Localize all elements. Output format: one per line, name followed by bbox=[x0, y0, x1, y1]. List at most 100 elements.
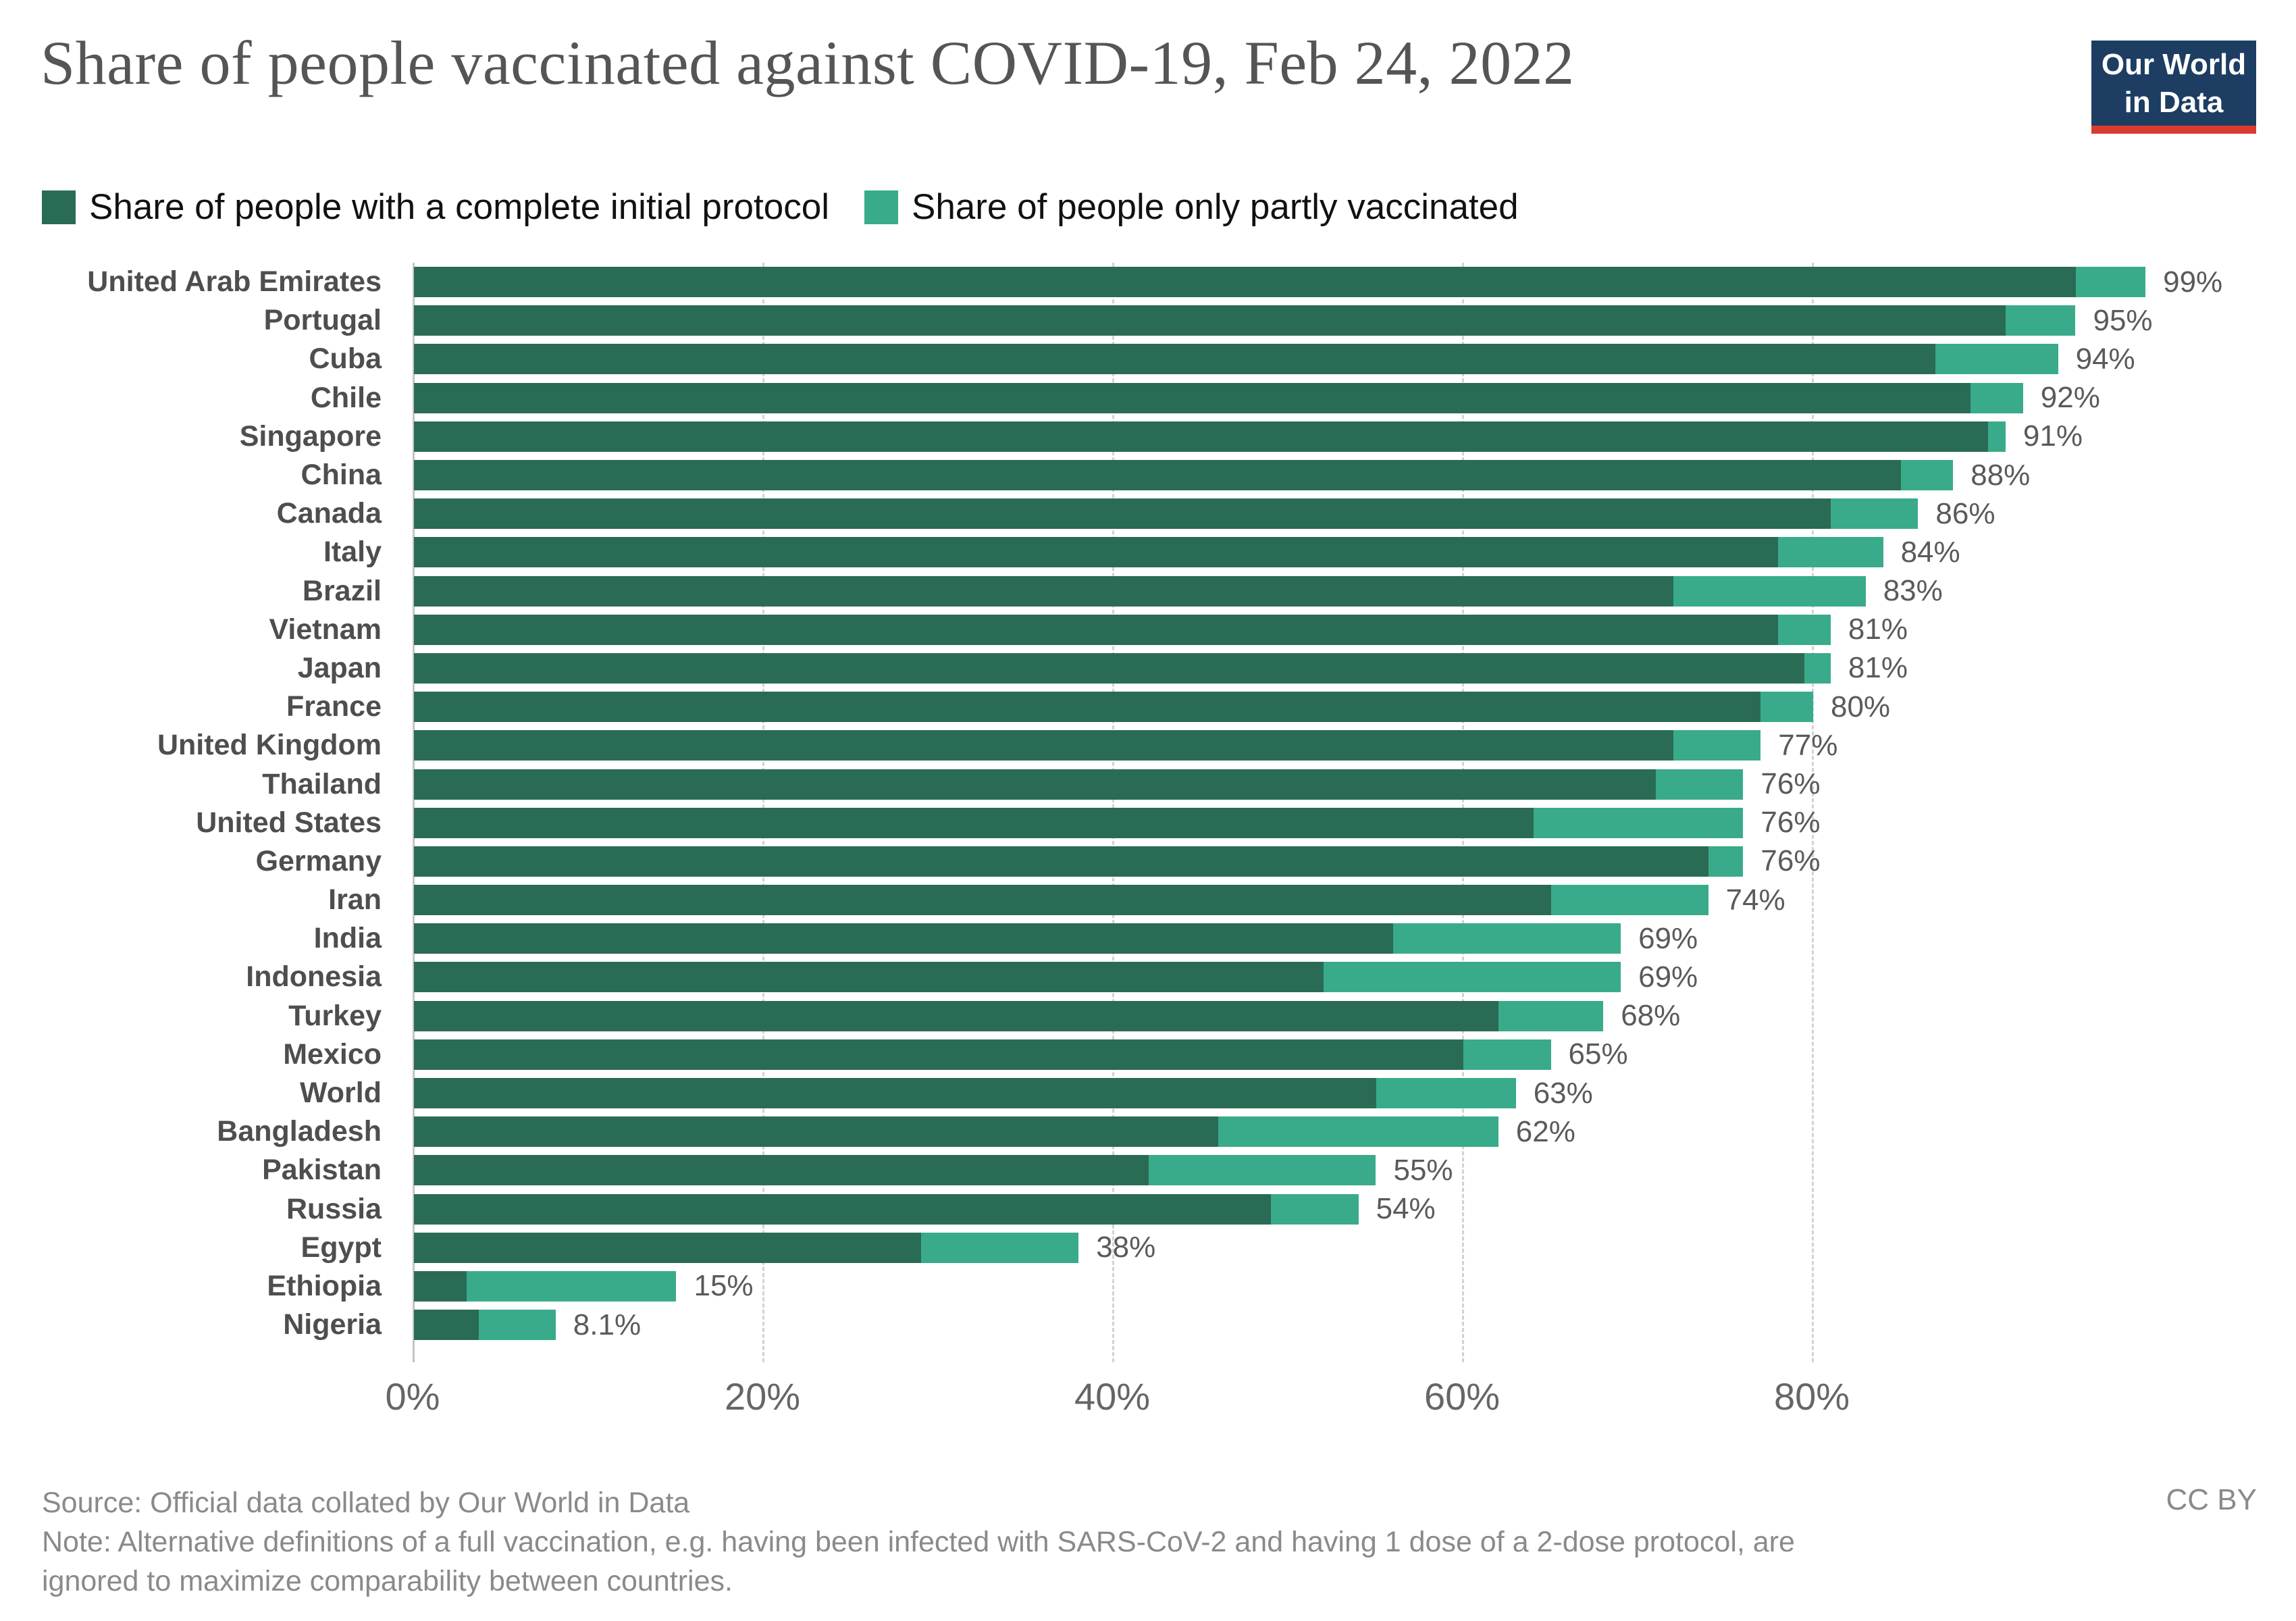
bar-segment-partly[interactable] bbox=[921, 1232, 1079, 1263]
stacked-bar[interactable] bbox=[414, 692, 1813, 723]
bar-row: India 69% bbox=[0, 919, 2296, 958]
country-label: United Kingdom bbox=[157, 729, 382, 762]
bar-segment-complete[interactable] bbox=[414, 460, 1901, 491]
bar-segment-partly[interactable] bbox=[1900, 460, 1954, 491]
stacked-bar[interactable] bbox=[414, 382, 2023, 413]
stacked-bar[interactable] bbox=[414, 537, 1883, 568]
license-badge[interactable]: CC BY bbox=[2166, 1483, 2257, 1516]
stacked-bar[interactable] bbox=[414, 769, 1744, 800]
bar-segment-partly[interactable] bbox=[478, 1310, 556, 1341]
bar-segment-complete[interactable] bbox=[414, 652, 1805, 684]
bar-segment-complete[interactable] bbox=[414, 769, 1656, 800]
value-label: 68% bbox=[1621, 999, 1681, 1033]
bar-segment-complete[interactable] bbox=[414, 614, 1779, 645]
country-label: Portugal bbox=[263, 304, 382, 337]
bar-segment-complete[interactable] bbox=[414, 305, 2006, 336]
bar-segment-partly[interactable] bbox=[1988, 421, 2006, 452]
stacked-bar[interactable] bbox=[414, 652, 1831, 684]
bar-plot: 69% bbox=[414, 922, 1698, 956]
legend-item-partly[interactable]: Share of people only partly vaccinated bbox=[864, 186, 1519, 228]
bar-segment-complete[interactable] bbox=[414, 1310, 479, 1341]
stacked-bar[interactable] bbox=[414, 1232, 1079, 1263]
bar-segment-partly[interactable] bbox=[1673, 575, 1866, 607]
bar-segment-partly[interactable] bbox=[1271, 1193, 1359, 1225]
bar-segment-partly[interactable] bbox=[1655, 769, 1744, 800]
stacked-bar[interactable] bbox=[414, 498, 1919, 530]
stacked-bar[interactable] bbox=[414, 1310, 556, 1341]
stacked-bar[interactable] bbox=[414, 1155, 1376, 1186]
bar-segment-partly[interactable] bbox=[1778, 537, 1883, 568]
bar-segment-partly[interactable] bbox=[2005, 305, 2076, 336]
bar-segment-complete[interactable] bbox=[414, 498, 1831, 530]
bar-segment-partly[interactable] bbox=[1376, 1078, 1516, 1109]
stacked-bar[interactable] bbox=[414, 344, 2058, 375]
bar-segment-complete[interactable] bbox=[414, 730, 1673, 761]
bar-segment-partly[interactable] bbox=[1804, 652, 1831, 684]
stacked-bar[interactable] bbox=[414, 305, 2076, 336]
bar-segment-complete[interactable] bbox=[414, 421, 1988, 452]
bar-segment-complete[interactable] bbox=[414, 537, 1779, 568]
bar-segment-partly[interactable] bbox=[1550, 885, 1708, 916]
value-label: 62% bbox=[1515, 1114, 1575, 1148]
bar-segment-complete[interactable] bbox=[414, 267, 2076, 298]
country-label: Cuba bbox=[309, 342, 382, 376]
country-label: Vietnam bbox=[269, 613, 382, 646]
stacked-bar[interactable] bbox=[414, 267, 2146, 298]
stacked-bar[interactable] bbox=[414, 1116, 1498, 1148]
stacked-bar[interactable] bbox=[414, 846, 1744, 877]
stacked-bar[interactable] bbox=[414, 575, 1866, 607]
value-label: 77% bbox=[1778, 728, 1838, 762]
bar-segment-complete[interactable] bbox=[414, 344, 1936, 375]
bar-segment-partly[interactable] bbox=[1971, 382, 2023, 413]
bar-segment-complete[interactable] bbox=[414, 885, 1551, 916]
bar-segment-partly[interactable] bbox=[1760, 692, 1813, 723]
bar-segment-partly[interactable] bbox=[1463, 1039, 1551, 1070]
bar-segment-complete[interactable] bbox=[414, 923, 1394, 954]
bar-segment-complete[interactable] bbox=[414, 846, 1708, 877]
stacked-bar[interactable] bbox=[414, 421, 2006, 452]
bar-segment-partly[interactable] bbox=[1218, 1116, 1498, 1148]
bar-segment-partly[interactable] bbox=[1533, 807, 1744, 838]
bar-segment-complete[interactable] bbox=[414, 962, 1324, 993]
bar-segment-complete[interactable] bbox=[414, 1000, 1498, 1031]
stacked-bar[interactable] bbox=[414, 923, 1621, 954]
bar-segment-partly[interactable] bbox=[1393, 923, 1621, 954]
stacked-bar[interactable] bbox=[414, 1078, 1516, 1109]
stacked-bar[interactable] bbox=[414, 1270, 677, 1302]
stacked-bar[interactable] bbox=[414, 807, 1744, 838]
bar-segment-partly[interactable] bbox=[1323, 962, 1621, 993]
bar-segment-complete[interactable] bbox=[414, 575, 1673, 607]
bar-segment-partly[interactable] bbox=[2075, 267, 2146, 298]
country-label: Germany bbox=[255, 844, 382, 877]
bar-segment-partly[interactable] bbox=[1708, 846, 1744, 877]
stacked-bar[interactable] bbox=[414, 460, 1954, 491]
bar-segment-complete[interactable] bbox=[414, 1232, 922, 1263]
bar-row: Portugal 95% bbox=[0, 301, 2296, 340]
bar-plot: 81% bbox=[414, 613, 1908, 646]
bar-segment-complete[interactable] bbox=[414, 692, 1761, 723]
bar-segment-complete[interactable] bbox=[414, 382, 1971, 413]
bar-segment-complete[interactable] bbox=[414, 1155, 1149, 1186]
bar-segment-partly[interactable] bbox=[1830, 498, 1919, 530]
stacked-bar[interactable] bbox=[414, 1039, 1551, 1070]
stacked-bar[interactable] bbox=[414, 614, 1831, 645]
owid-logo[interactable]: Our World in Data bbox=[2091, 41, 2256, 134]
bar-segment-partly[interactable] bbox=[466, 1270, 677, 1302]
bar-segment-complete[interactable] bbox=[414, 1270, 467, 1302]
bar-segment-complete[interactable] bbox=[414, 1039, 1463, 1070]
bar-segment-complete[interactable] bbox=[414, 1193, 1272, 1225]
bar-segment-complete[interactable] bbox=[414, 1078, 1376, 1109]
stacked-bar[interactable] bbox=[414, 1000, 1604, 1031]
stacked-bar[interactable] bbox=[414, 730, 1761, 761]
bar-segment-partly[interactable] bbox=[1498, 1000, 1604, 1031]
stacked-bar[interactable] bbox=[414, 1193, 1359, 1225]
bar-segment-partly[interactable] bbox=[1778, 614, 1831, 645]
stacked-bar[interactable] bbox=[414, 962, 1621, 993]
legend-item-complete[interactable]: Share of people with a complete initial … bbox=[42, 186, 829, 228]
stacked-bar[interactable] bbox=[414, 885, 1708, 916]
bar-segment-partly[interactable] bbox=[1935, 344, 2058, 375]
bar-segment-partly[interactable] bbox=[1148, 1155, 1376, 1186]
bar-segment-partly[interactable] bbox=[1673, 730, 1761, 761]
bar-segment-complete[interactable] bbox=[414, 807, 1534, 838]
bar-segment-complete[interactable] bbox=[414, 1116, 1219, 1148]
